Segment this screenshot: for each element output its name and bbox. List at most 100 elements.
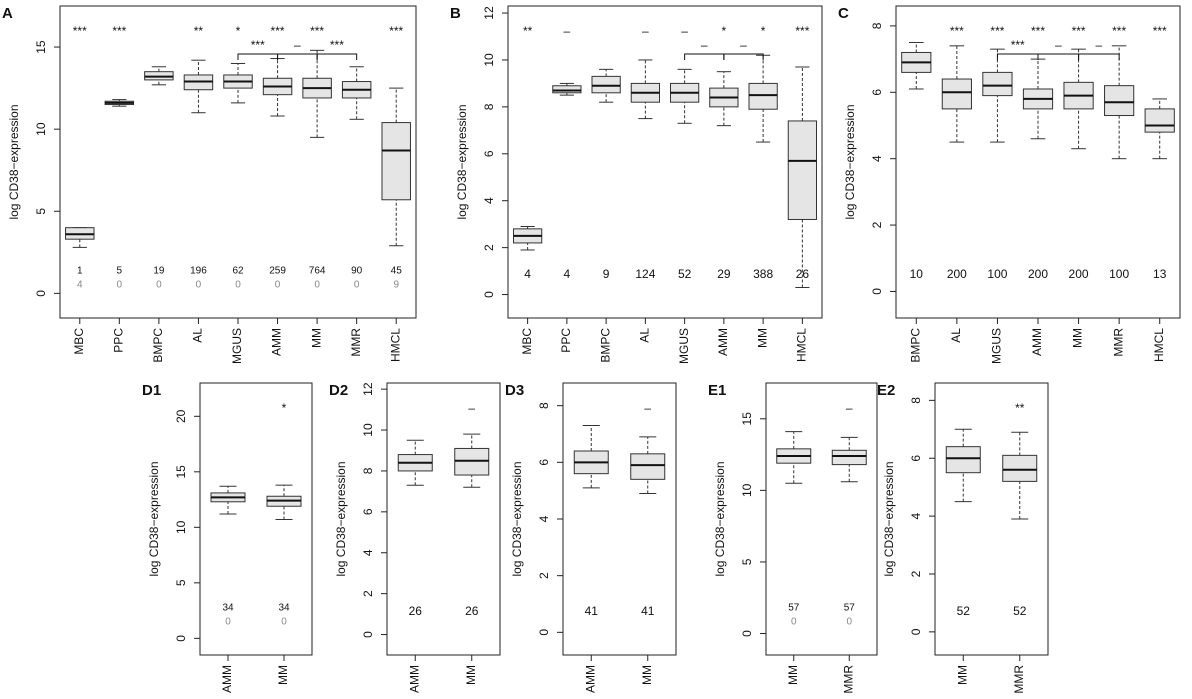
count-label: 196: [190, 266, 207, 277]
y-tick-label: 6: [537, 459, 551, 466]
y-tick-label: 4: [909, 512, 923, 519]
y-tick-label: 15: [174, 465, 188, 479]
significance-label: ***: [950, 24, 964, 38]
x-tick-label: MGUS: [990, 328, 1004, 364]
y-tick-label: 12: [361, 382, 375, 396]
significance-label: *: [722, 24, 727, 38]
comparison-label: –: [1096, 38, 1103, 52]
x-tick-label: MM: [1071, 328, 1085, 348]
y-tick-label: 6: [870, 89, 884, 96]
plot-frame: [765, 382, 878, 656]
excluded-count-label: 0: [156, 280, 162, 291]
comparison-label: –: [1055, 38, 1062, 52]
count-label: 764: [309, 266, 326, 277]
y-axis-label: log CD38−expression: [713, 461, 727, 576]
panel-letter: D1: [142, 382, 161, 399]
y-tick-label: 8: [870, 22, 884, 29]
x-tick-label: MBC: [520, 328, 534, 355]
count-label: 100: [987, 267, 1007, 281]
y-tick-label: 4: [870, 155, 884, 162]
significance-label: ***: [1112, 24, 1126, 38]
significance-label: *: [761, 24, 766, 38]
y-tick-label: 10: [174, 520, 188, 534]
box: [787, 120, 818, 220]
x-tick-label: AMM: [1030, 328, 1044, 356]
excluded-count-label: 0: [235, 280, 241, 291]
x-tick-label: AL: [949, 328, 963, 343]
y-tick-label: 10: [740, 483, 754, 497]
count-label: 52: [957, 604, 971, 618]
box: [1002, 454, 1038, 482]
excluded-count-label: 0: [354, 280, 360, 291]
box: [1104, 85, 1135, 117]
plot-frame: [507, 5, 823, 319]
y-tick-label: 0: [740, 630, 754, 637]
count-label: 19: [153, 266, 165, 277]
comparison-label: –: [701, 38, 708, 52]
plot-frame: [562, 382, 677, 656]
x-tick-label: MMR: [349, 328, 363, 357]
significance-label: ***: [795, 24, 809, 38]
box: [945, 446, 981, 474]
y-tick-label: 2: [909, 570, 923, 577]
x-tick-label: HMCL: [388, 328, 402, 362]
comparison-label: –: [294, 38, 301, 52]
plot-frame: [386, 382, 501, 656]
box: [591, 75, 621, 94]
x-tick-label: HMCL: [1152, 328, 1166, 362]
count-label: 259: [269, 266, 286, 277]
significance-label: ***: [1031, 24, 1045, 38]
significance-label: –: [642, 24, 649, 38]
x-tick-label: MM: [309, 328, 323, 348]
x-tick-label: MM: [955, 665, 969, 685]
x-tick-label: MM: [786, 665, 800, 685]
significance-label: –: [681, 24, 688, 38]
count-label: 90: [351, 266, 363, 277]
significance-label: ***: [310, 24, 324, 38]
y-tick-label: 6: [909, 455, 923, 462]
count-label: 29: [717, 267, 731, 281]
significance-label: ***: [990, 24, 1004, 38]
x-tick-label: PPC: [112, 328, 126, 353]
comparison-bracket: [723, 53, 764, 60]
y-tick-label: 5: [740, 558, 754, 565]
excluded-count-label: 0: [275, 280, 281, 291]
count-label: 62: [232, 266, 244, 277]
count-label: 4: [564, 267, 571, 281]
x-tick-label: MMR: [841, 665, 855, 694]
excluded-count-label: 0: [225, 617, 231, 628]
y-tick-label: 2: [482, 244, 496, 251]
comparison-label: ***: [1011, 38, 1025, 52]
box: [630, 453, 666, 480]
comparison-bracket: [237, 53, 279, 60]
x-tick-label: AMM: [583, 665, 597, 693]
significance-label: –: [846, 401, 853, 415]
panel-letter: D2: [329, 382, 348, 399]
panel-letter: C: [838, 5, 849, 22]
y-tick-label: 0: [361, 631, 375, 638]
y-tick-label: 10: [361, 423, 375, 437]
y-tick-label: 4: [361, 549, 375, 556]
y-tick-label: 15: [740, 412, 754, 426]
count-label: 124: [635, 267, 655, 281]
plot-frame: [199, 382, 313, 656]
y-tick-label: 5: [34, 208, 48, 215]
significance-label: ***: [1153, 24, 1167, 38]
panel-letter: E2: [877, 382, 895, 399]
x-tick-label: BMPC: [908, 328, 922, 363]
count-label: 34: [222, 603, 234, 614]
x-tick-label: MMR: [1012, 665, 1026, 694]
y-axis-label: log CD38−expression: [7, 104, 21, 219]
count-label: 200: [1028, 267, 1048, 281]
box: [831, 449, 867, 466]
panel-letter: B: [450, 5, 461, 22]
x-tick-label: AL: [638, 328, 652, 343]
y-tick-label: 0: [174, 635, 188, 642]
x-tick-label: AMM: [270, 328, 284, 356]
count-label: 41: [641, 604, 655, 618]
y-tick-label: 8: [482, 103, 496, 110]
panel-letter: A: [2, 5, 13, 22]
excluded-count-label: 0: [791, 617, 797, 628]
comparison-bracket: [316, 53, 358, 60]
